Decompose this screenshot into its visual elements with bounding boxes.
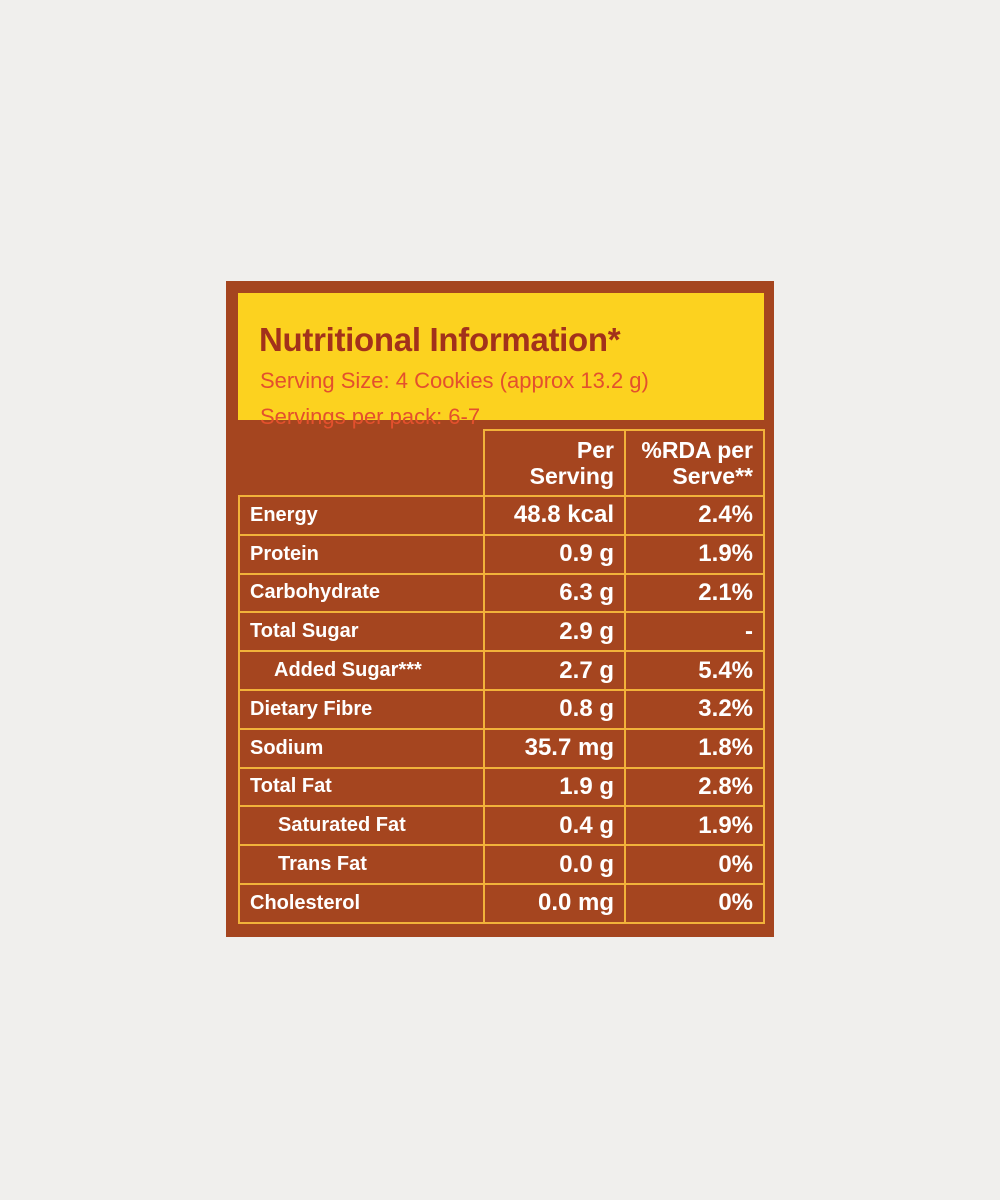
nutrient-column-header xyxy=(239,430,485,497)
nutrition-table: Per Serving %RDA per Serve** Energy 48.8… xyxy=(238,429,765,924)
per-serving-column-header: Per Serving xyxy=(483,429,626,497)
table-row: Protein 0.9 g 1.9% xyxy=(238,533,765,575)
rda-value: 3.2% xyxy=(624,688,765,730)
rda-value: 1.9% xyxy=(624,533,765,575)
per-serving-value: 0.9 g xyxy=(483,533,626,575)
nutrient-label: Energy xyxy=(238,495,485,536)
table-row: Added Sugar*** 2.7 g 5.4% xyxy=(238,650,765,691)
nutrient-label: Total Fat xyxy=(238,766,485,808)
rda-value: 5.4% xyxy=(624,650,765,691)
nutrient-label: Dietary Fibre xyxy=(238,688,485,730)
nutrient-label: Cholesterol xyxy=(238,882,485,924)
serving-size-text: Serving Size: 4 Cookies (approx 13.2 g) xyxy=(260,368,649,393)
nutrition-panel: Nutritional Information* Serving Size: 4… xyxy=(226,281,774,937)
rda-header-line2: Serve** xyxy=(672,463,753,489)
nutrition-header: Nutritional Information* Serving Size: 4… xyxy=(238,293,764,429)
servings-per-pack-text: Servings per pack: 6-7 xyxy=(260,404,481,429)
nutrient-label: Protein xyxy=(238,533,485,575)
rda-value: 2.4% xyxy=(624,495,765,536)
rda-header-line1: %RDA per xyxy=(641,437,753,463)
nutrient-label: Total Sugar xyxy=(238,611,485,653)
table-row: Sodium 35.7 mg 1.8% xyxy=(238,727,765,769)
rda-value: 0% xyxy=(624,882,765,924)
nutrition-title: Nutritional Information* xyxy=(259,321,621,358)
table-row: Energy 48.8 kcal 2.4% xyxy=(238,495,765,536)
table-row: Dietary Fibre 0.8 g 3.2% xyxy=(238,688,765,730)
rda-value: 1.9% xyxy=(624,805,765,847)
per-serving-value: 0.4 g xyxy=(483,805,626,847)
table-row: Saturated Fat 0.4 g 1.9% xyxy=(238,805,765,847)
per-serving-value: 2.9 g xyxy=(483,611,626,653)
per-serving-value: 0.8 g xyxy=(483,688,626,730)
per-serving-header-line1: Per xyxy=(576,437,614,463)
rda-value: 2.8% xyxy=(624,766,765,808)
nutrient-label: Sodium xyxy=(238,727,485,769)
nutrient-label: Added Sugar*** xyxy=(238,650,485,691)
nutrient-label: Saturated Fat xyxy=(238,805,485,847)
per-serving-value: 35.7 mg xyxy=(483,727,626,769)
per-serving-value: 0.0 g xyxy=(483,844,626,885)
rda-value: - xyxy=(624,611,765,653)
per-serving-value: 6.3 g xyxy=(483,572,626,614)
per-serving-header-line2: Serving xyxy=(529,463,614,489)
table-row: Trans Fat 0.0 g 0% xyxy=(238,844,765,885)
rda-value: 2.1% xyxy=(624,572,765,614)
nutrient-label: Trans Fat xyxy=(238,844,485,885)
nutrition-table-header-row: Per Serving %RDA per Serve** xyxy=(239,429,765,497)
per-serving-value: 2.7 g xyxy=(483,650,626,691)
nutrient-label: Carbohydrate xyxy=(238,572,485,614)
table-row: Total Sugar 2.9 g - xyxy=(238,611,765,653)
table-row: Total Fat 1.9 g 2.8% xyxy=(238,766,765,808)
table-row: Cholesterol 0.0 mg 0% xyxy=(238,882,765,924)
table-row: Carbohydrate 6.3 g 2.1% xyxy=(238,572,765,614)
per-serving-value: 48.8 kcal xyxy=(483,495,626,536)
per-serving-value: 1.9 g xyxy=(483,766,626,808)
rda-column-header: %RDA per Serve** xyxy=(624,429,765,497)
rda-value: 1.8% xyxy=(624,727,765,769)
per-serving-value: 0.0 mg xyxy=(483,882,626,924)
rda-value: 0% xyxy=(624,844,765,885)
